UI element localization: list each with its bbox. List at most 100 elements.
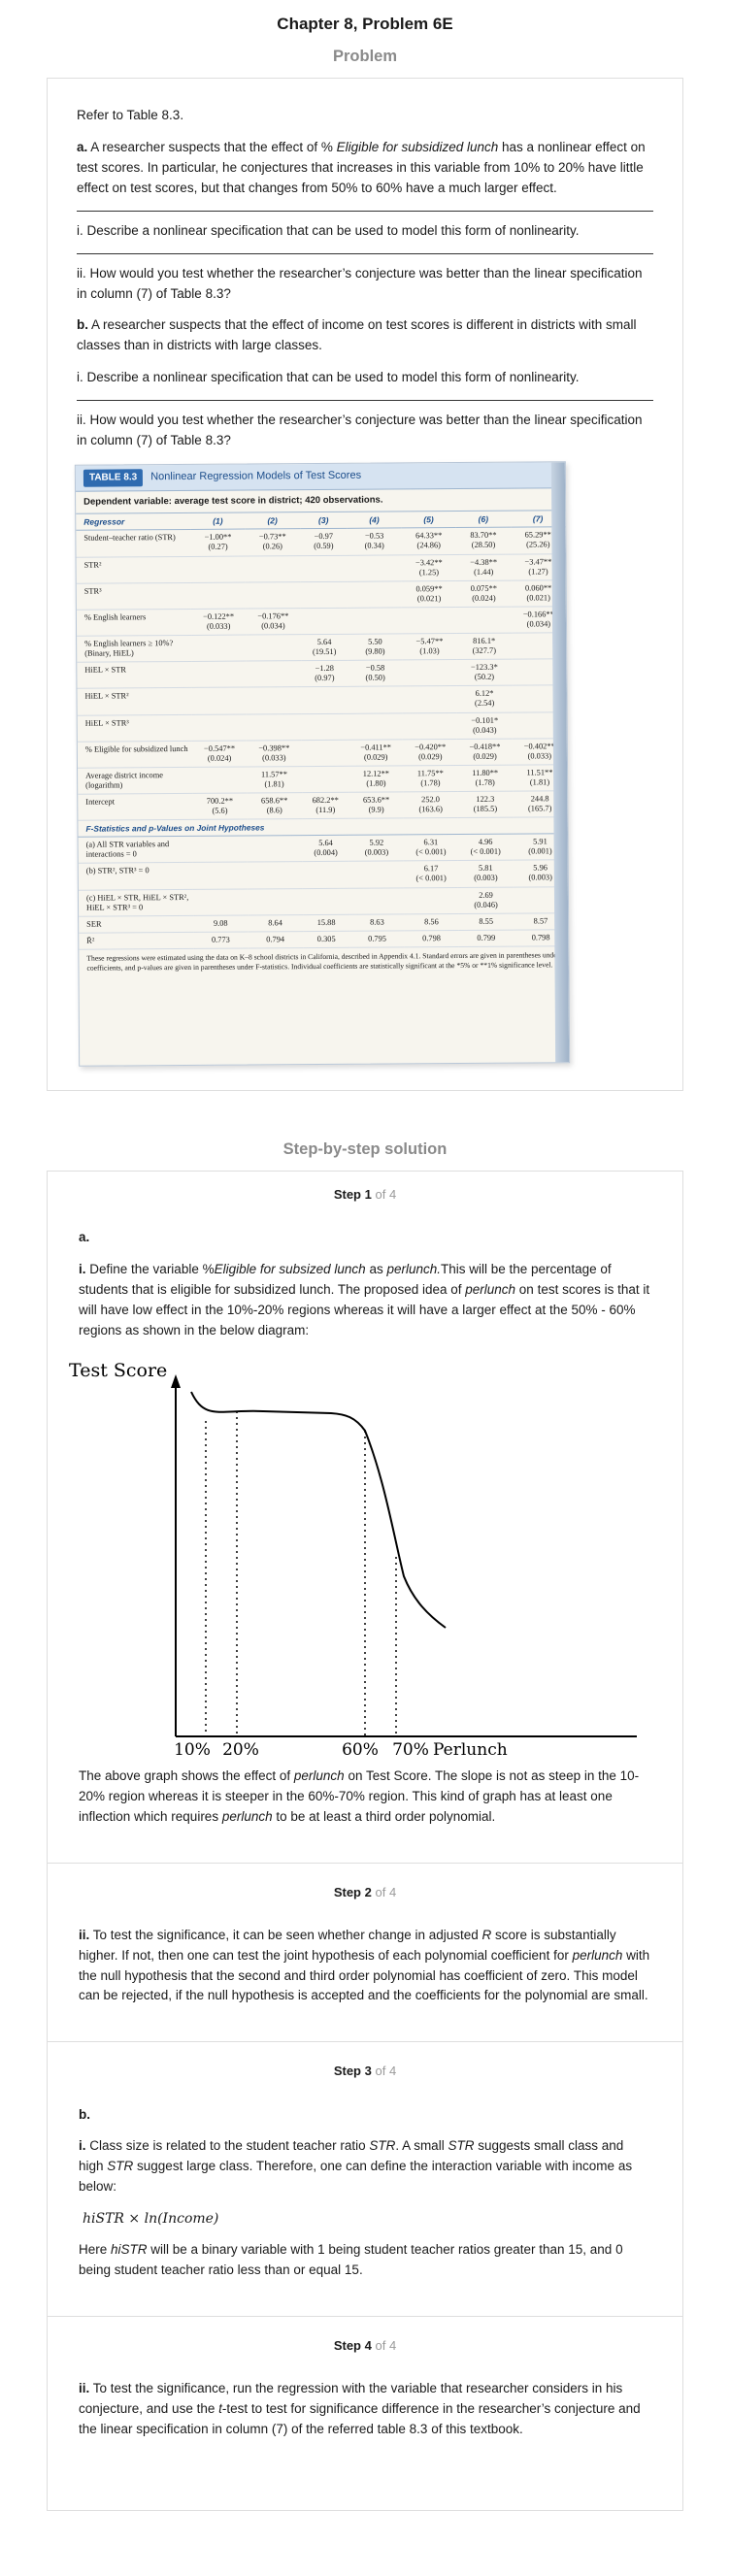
- table-cell: −1.28 (0.97): [300, 660, 348, 688]
- column-header: (6): [455, 511, 512, 529]
- table-cell: 11.75** (1.78): [403, 765, 458, 792]
- table-cell: 5.64 (19.51): [300, 634, 348, 661]
- row-label: (c) HiEL × STR, HiEL × STR², HiEL × STR³…: [78, 889, 194, 916]
- row-label: STR³: [76, 582, 191, 611]
- step-of: of 4: [375, 1187, 397, 1203]
- table-cell: [302, 861, 350, 889]
- part-b-question-i: i. Describe a nonlinear specification th…: [77, 370, 580, 385]
- table-cell: [245, 555, 301, 582]
- table-cell: [456, 607, 512, 634]
- table-cell: [245, 581, 301, 609]
- table-cell: 658.6** (8.6): [247, 792, 302, 820]
- row-label: % English learners ≥ 10%? (Binary, HiEL): [77, 635, 192, 663]
- row-label: % Eligible for subsidized lunch: [77, 741, 193, 769]
- table-badge: TABLE 8.3: [83, 469, 144, 487]
- step1-paragraph-2: The above graph shows the effect of perl…: [79, 1767, 640, 1824]
- row-label: Average district income (logarithm): [78, 767, 193, 795]
- f-stat-row: (c) HiEL × STR, HiEL × STR², HiEL × STR³…: [78, 886, 569, 916]
- table-cell: −123.3* (50.2): [456, 659, 513, 686]
- table-cell: −4.38** (1.44): [455, 553, 512, 581]
- table-footnote: These regressions were estimated using t…: [86, 950, 560, 973]
- table-cell: 0.794: [248, 931, 303, 948]
- table-cell: 6.12* (2.54): [456, 685, 513, 713]
- step-title: Step 3 of 4: [333, 2064, 397, 2079]
- row-label: (b) STR², STR³ = 0: [78, 862, 193, 890]
- step1-part-label: a.: [79, 1230, 90, 1245]
- problem-heading: Problem: [332, 48, 398, 65]
- table-cell: 653.6** (9.9): [348, 791, 404, 819]
- table-cell: −0.398** (0.033): [247, 740, 302, 767]
- table-cell: −0.58 (0.50): [348, 660, 403, 687]
- tick-label-20: 20%: [222, 1740, 259, 1760]
- step-card-1: Step 1 of 4 a. i. Define the variable %E…: [47, 1171, 683, 1864]
- step-word: Step: [333, 1187, 361, 1203]
- table-cell: [301, 740, 349, 767]
- table-cell: 682.2** (11.9): [301, 792, 349, 819]
- table-cell: 2.69 (0.046): [458, 886, 514, 914]
- table-cell: [191, 687, 247, 714]
- column-header: (3): [299, 512, 348, 530]
- column-header: (4): [347, 512, 402, 529]
- row-label: Student–teacher ratio (STR): [76, 529, 191, 557]
- table-cell: [402, 659, 457, 687]
- step3-part-label: b.: [79, 2106, 90, 2122]
- table-cell: 0.059** (0.021): [401, 580, 457, 608]
- table-cell: −0.420** (0.029): [402, 739, 458, 766]
- step3-paragraph-1: i. Class size is related to the student …: [79, 2138, 633, 2195]
- table-row: HiEL × STR² 6.12* (2.54): [77, 685, 567, 715]
- step-number: 1: [364, 1187, 372, 1203]
- row-label: (a) All STR variables and interactions =…: [78, 836, 193, 864]
- table-header: TABLE 8.3 Nonlinear Regression Models of…: [75, 462, 566, 492]
- table-title: Nonlinear Regression Models of Test Scor…: [150, 469, 362, 483]
- perlunch-effect-diagram: Test Score 10% 20% 60% 70% Perlunch: [69, 1353, 651, 1761]
- part-b-label: b.: [77, 317, 88, 333]
- table-cell: −0.122** (0.033): [190, 608, 247, 636]
- regression-table: Regressor (1) (2) (3) (4) (5) (6) (7) Student–t…: [76, 511, 569, 950]
- step-title: Step 2 of 4: [333, 1884, 397, 1899]
- table-cell: 122.3 (185.5): [457, 791, 514, 818]
- table-cell: [402, 685, 458, 713]
- table-cell: [300, 686, 349, 714]
- table-row: STR² −3.42** (1.25) −4.38** (1.44) −3.47** (1.…: [76, 553, 566, 584]
- table-row: Intercept 700.2** (5.6) 658.6** (8.6) 682.2**…: [78, 790, 568, 821]
- table-row: % Eligible for subsidized lunch −0.547**(…: [77, 738, 568, 769]
- table-cell: 11.80** (1.78): [457, 765, 513, 792]
- table-cell: 11.57** (1.81): [247, 766, 302, 794]
- table-cell: 6.17 (< 0.001): [403, 860, 459, 888]
- table-cell: [190, 555, 246, 583]
- row-label: HiEL × STR³: [77, 713, 192, 742]
- interaction-formula: hiSTR × ln(Income): [83, 2211, 219, 2228]
- table-cell: [301, 766, 349, 793]
- table-row: % English learners ≥ 10%? (Binary, HiEL)…: [77, 632, 567, 663]
- part-a-text-1: A researcher suspects that the effect of…: [87, 139, 337, 154]
- table-cell: −0.97 (0.59): [299, 528, 348, 556]
- table-cell: [349, 887, 405, 915]
- table-cell: 15.88: [302, 914, 350, 932]
- table-cell: [247, 862, 303, 889]
- part-b-text: A researcher suspects that the effect of…: [77, 317, 637, 353]
- step4-paragraph: ii. To test the significance, run the re…: [79, 2380, 641, 2436]
- step3-paragraph-2: Here hiSTR will be a binary variable wit…: [79, 2241, 623, 2277]
- table-cell: [349, 861, 405, 888]
- table-cell: 700.2** (5.6): [192, 793, 248, 820]
- divider: [77, 210, 653, 212]
- problem-card: Refer to Table 8.3. a. A researcher susp…: [47, 78, 683, 1092]
- problem-part-b: b. A researcher suspects that the effect…: [77, 315, 653, 356]
- tick-label-10: 10%: [174, 1740, 211, 1760]
- table-cell: [191, 661, 247, 688]
- table-cell: −5.47** (1.03): [402, 633, 457, 661]
- divider: [77, 400, 653, 402]
- table-cell: [246, 687, 302, 714]
- f-stat-row: (a) All STR variables and interactions =…: [78, 834, 568, 864]
- table-cell: 5.81 (0.003): [458, 860, 514, 888]
- f-stat-row: (b) STR², STR³ = 0 6.17 (< 0.001) 5.81 (0.00…: [78, 860, 568, 890]
- column-header: (1): [190, 512, 246, 530]
- step-title: Step 1 of 4: [79, 1185, 651, 1205]
- table-cell: [402, 607, 457, 635]
- table-cell: [192, 766, 248, 794]
- tick-label-60: 60%: [342, 1740, 379, 1760]
- table-cell: 8.56: [404, 913, 459, 931]
- problem-part-a: a. A researcher suspects that the effect…: [77, 138, 653, 199]
- table-cell: 5.50 (9.80): [348, 634, 403, 661]
- table-cell: 9.08: [193, 914, 249, 933]
